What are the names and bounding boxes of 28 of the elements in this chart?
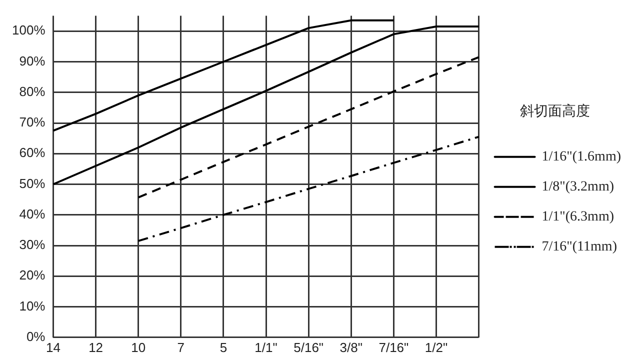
legend-label: 1/8"(3.2mm) bbox=[542, 180, 614, 195]
line-series bbox=[137, 56, 480, 198]
y-tick-label: 40% bbox=[19, 206, 46, 222]
y-tick-label: 80% bbox=[19, 84, 46, 99]
x-tick-label: 1/2" bbox=[424, 340, 448, 355]
y-tick-label: 20% bbox=[19, 268, 46, 283]
y-tick-label: 70% bbox=[19, 114, 46, 130]
y-tick-label: 30% bbox=[19, 237, 46, 252]
x-tick-label: 5 bbox=[220, 340, 228, 355]
x-tick-label: 14 bbox=[46, 340, 60, 355]
x-tick-label: 5/16" bbox=[294, 340, 324, 355]
legend-title: 斜切面高度 bbox=[520, 104, 590, 120]
legend-label: 1/16"(1.6mm) bbox=[542, 150, 622, 165]
y-tick-label: 0% bbox=[26, 328, 46, 344]
x-tick-label: 1/1" bbox=[254, 340, 278, 355]
x-tick-label: 7 bbox=[177, 340, 185, 355]
y-tick-label: 60% bbox=[19, 145, 46, 160]
legend-label: 7/16"(11mm) bbox=[542, 240, 618, 255]
y-tick-label: 50% bbox=[19, 176, 46, 191]
x-tick-label: 3/8" bbox=[340, 340, 363, 355]
y-tick-label: 90% bbox=[19, 53, 46, 68]
y-tick-label: 10% bbox=[19, 298, 46, 314]
line-series bbox=[137, 136, 480, 242]
x-tick-label: 10 bbox=[131, 340, 146, 355]
y-tick-label: 100% bbox=[12, 22, 46, 38]
x-tick-label: 7/16" bbox=[378, 340, 410, 355]
legend-label: 1/1"(6.3mm) bbox=[542, 210, 614, 225]
x-tick-label: 12 bbox=[88, 340, 104, 355]
